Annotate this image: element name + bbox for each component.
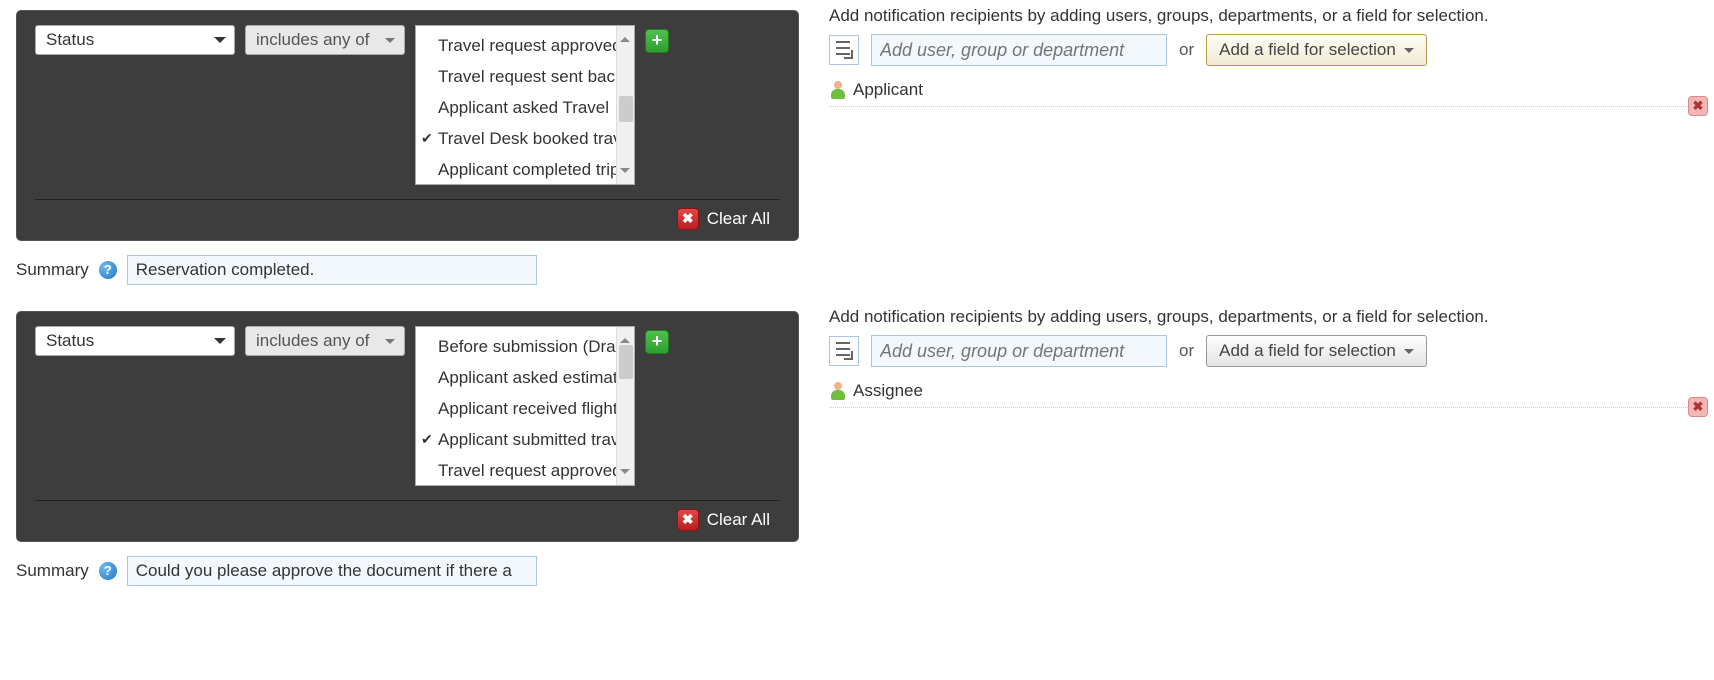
listbox-option[interactable]: Before submission (Draft)	[438, 331, 634, 362]
remove-recipient-button[interactable]: ✖	[1688, 96, 1708, 116]
org-tree-button[interactable]	[829, 336, 859, 366]
clear-all-button[interactable]: ✖	[677, 208, 699, 230]
summary-input[interactable]	[127, 556, 537, 586]
listbox-option-label: Applicant asked Travel	[438, 98, 609, 117]
summary-label: Summary	[16, 561, 89, 581]
scrollbar[interactable]	[616, 327, 634, 485]
condition-panel: Status includes any of Before submission (…	[16, 311, 799, 542]
field-select[interactable]: Status	[35, 25, 235, 55]
listbox-option[interactable]: Applicant asked Travel	[438, 92, 634, 123]
or-text: or	[1179, 40, 1194, 60]
summary-label: Summary	[16, 260, 89, 280]
operator-select[interactable]: includes any of	[245, 25, 405, 55]
help-icon[interactable]: ?	[99, 562, 117, 580]
recipients-instruction: Add notification recipients by adding us…	[829, 307, 1700, 327]
org-tree-button[interactable]	[829, 35, 859, 65]
listbox-option[interactable]: Applicant completed trip	[438, 154, 634, 185]
add-condition-button[interactable]: +	[645, 330, 669, 354]
recipients-instruction: Add notification recipients by adding us…	[829, 6, 1700, 26]
scrollbar[interactable]	[616, 26, 634, 184]
listbox-option-label: Applicant asked estimate	[438, 368, 627, 387]
recipient-name: Applicant	[853, 80, 923, 100]
clear-all-label[interactable]: Clear All	[707, 510, 770, 530]
recipient-name: Assignee	[853, 381, 923, 401]
value-listbox[interactable]: Travel request approved Travel request se…	[415, 25, 635, 185]
value-listbox[interactable]: Before submission (Draft) Applicant asked…	[415, 326, 635, 486]
scrollbar-thumb[interactable]	[619, 96, 633, 122]
recipient-search-input[interactable]	[871, 335, 1167, 367]
listbox-option[interactable]: Applicant asked estimate	[438, 362, 634, 393]
listbox-option-label: Travel Desk booked travel	[438, 129, 634, 148]
recipient-search-input[interactable]	[871, 34, 1167, 66]
add-field-selection-button[interactable]: Add a field for selection	[1206, 34, 1427, 66]
listbox-option[interactable]: Travel request approved	[438, 455, 634, 486]
listbox-option-label: Travel request approved	[438, 461, 622, 480]
recipient-item: Applicant	[829, 76, 1700, 107]
condition-panel: Status includes any of Travel request appr…	[16, 10, 799, 241]
clear-all-button[interactable]: ✖	[677, 509, 699, 531]
help-icon[interactable]: ?	[99, 261, 117, 279]
listbox-option[interactable]: ✔Applicant submitted travel	[438, 424, 634, 455]
listbox-option[interactable]: Travel request sent back	[438, 61, 634, 92]
field-select[interactable]: Status	[35, 326, 235, 356]
listbox-option-label: Applicant submitted travel	[438, 430, 633, 449]
listbox-option-label: Before submission (Draft)	[438, 337, 631, 356]
person-icon	[829, 382, 847, 400]
or-text: or	[1179, 341, 1194, 361]
listbox-option[interactable]: Travel request approved	[438, 30, 634, 61]
scrollbar-thumb[interactable]	[619, 345, 633, 379]
person-icon	[829, 81, 847, 99]
recipient-item: Assignee	[829, 377, 1700, 408]
remove-recipient-button[interactable]: ✖	[1688, 397, 1708, 417]
add-field-selection-button[interactable]: Add a field for selection	[1206, 335, 1427, 367]
divider	[35, 199, 780, 200]
listbox-option[interactable]: Applicant received flight	[438, 393, 634, 424]
divider	[35, 500, 780, 501]
clear-all-label[interactable]: Clear All	[707, 209, 770, 229]
listbox-option-label: Applicant received flight	[438, 399, 618, 418]
operator-select[interactable]: includes any of	[245, 326, 405, 356]
listbox-option[interactable]: ✔Travel Desk booked travel	[438, 123, 634, 154]
listbox-option-label: Travel request sent back	[438, 67, 624, 86]
summary-input[interactable]	[127, 255, 537, 285]
listbox-option-label: Travel request approved	[438, 36, 622, 55]
listbox-option-label: Applicant completed trip	[438, 160, 619, 179]
add-condition-button[interactable]: +	[645, 29, 669, 53]
